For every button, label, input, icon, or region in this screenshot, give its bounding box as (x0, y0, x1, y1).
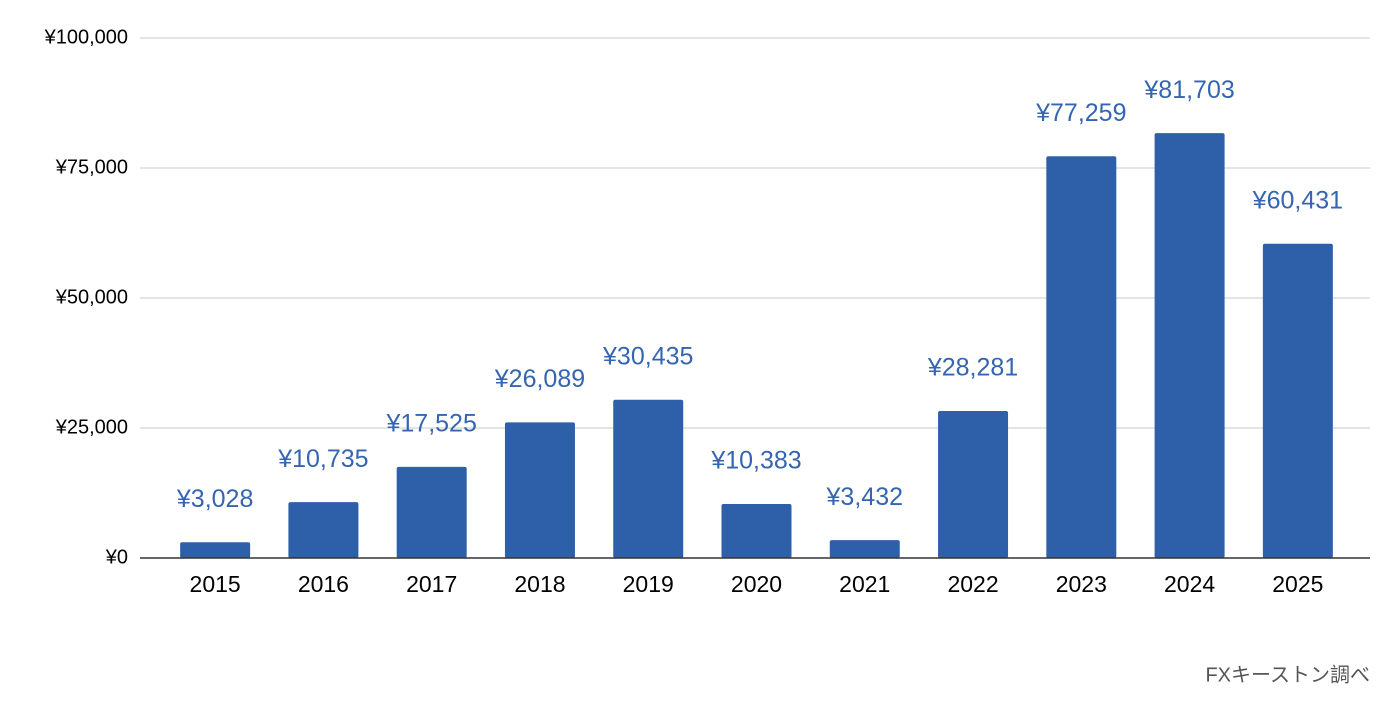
x-tick-label: 2024 (1164, 571, 1215, 597)
bar (180, 542, 251, 558)
bar (504, 422, 575, 558)
bar (829, 540, 900, 558)
bar (1262, 243, 1333, 559)
x-tick-label: 2019 (623, 571, 674, 597)
x-tick-label: 2017 (406, 571, 457, 597)
x-tick-label: 2025 (1272, 571, 1323, 597)
bar (721, 504, 792, 558)
value-label: ¥81,703 (1143, 76, 1234, 104)
x-tick-label: 2018 (514, 571, 565, 597)
y-tick-label: ¥25,000 (55, 416, 128, 438)
value-label: ¥3,028 (176, 485, 253, 513)
value-label: ¥60,431 (1252, 186, 1343, 214)
value-label: ¥26,089 (494, 365, 585, 393)
x-tick-label: 2020 (731, 571, 782, 597)
value-label: ¥3,432 (826, 483, 903, 511)
x-tick-label: 2023 (1056, 571, 1107, 597)
x-tick-label: 2021 (839, 571, 890, 597)
value-label: ¥17,525 (385, 409, 476, 437)
bar (1154, 133, 1225, 558)
value-label: ¥28,281 (927, 354, 1018, 382)
value-label: ¥10,735 (277, 445, 368, 473)
x-tick-label: 2016 (298, 571, 349, 597)
value-label: ¥10,383 (710, 447, 801, 475)
bar (288, 502, 359, 558)
source-note: FXキーストン調べ (1205, 663, 1370, 686)
y-tick-label: ¥50,000 (55, 286, 128, 308)
bar (1046, 156, 1117, 558)
value-label: ¥30,435 (602, 342, 693, 370)
bar (396, 466, 467, 558)
bar (938, 410, 1009, 558)
y-tick-label: ¥75,000 (55, 156, 128, 178)
x-tick-label: 2015 (190, 571, 241, 597)
x-tick-label: 2022 (947, 571, 998, 597)
bar (613, 399, 684, 558)
y-tick-label: ¥100,000 (44, 26, 128, 48)
y-tick-label: ¥0 (105, 546, 128, 568)
value-label: ¥77,259 (1035, 99, 1126, 127)
